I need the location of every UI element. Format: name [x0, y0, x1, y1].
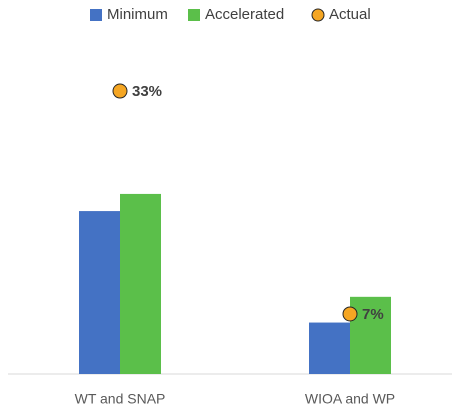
marker [112, 83, 128, 99]
x-tick-label: WIOA and WP [305, 391, 395, 407]
bar [120, 193, 161, 374]
data-label: 7% [362, 306, 384, 323]
bar [309, 322, 350, 374]
x-tick-label: WT and SNAP [75, 391, 166, 407]
legend-swatch [90, 9, 102, 21]
legend-label: Actual [329, 6, 371, 23]
legend-label: Accelerated [205, 6, 284, 23]
data-label: 33% [132, 83, 162, 100]
bar [350, 296, 391, 374]
legend-label: Minimum [107, 6, 168, 23]
marker [342, 306, 358, 322]
legend-swatch [188, 9, 200, 21]
bar [79, 211, 120, 374]
legend-marker [311, 8, 325, 22]
